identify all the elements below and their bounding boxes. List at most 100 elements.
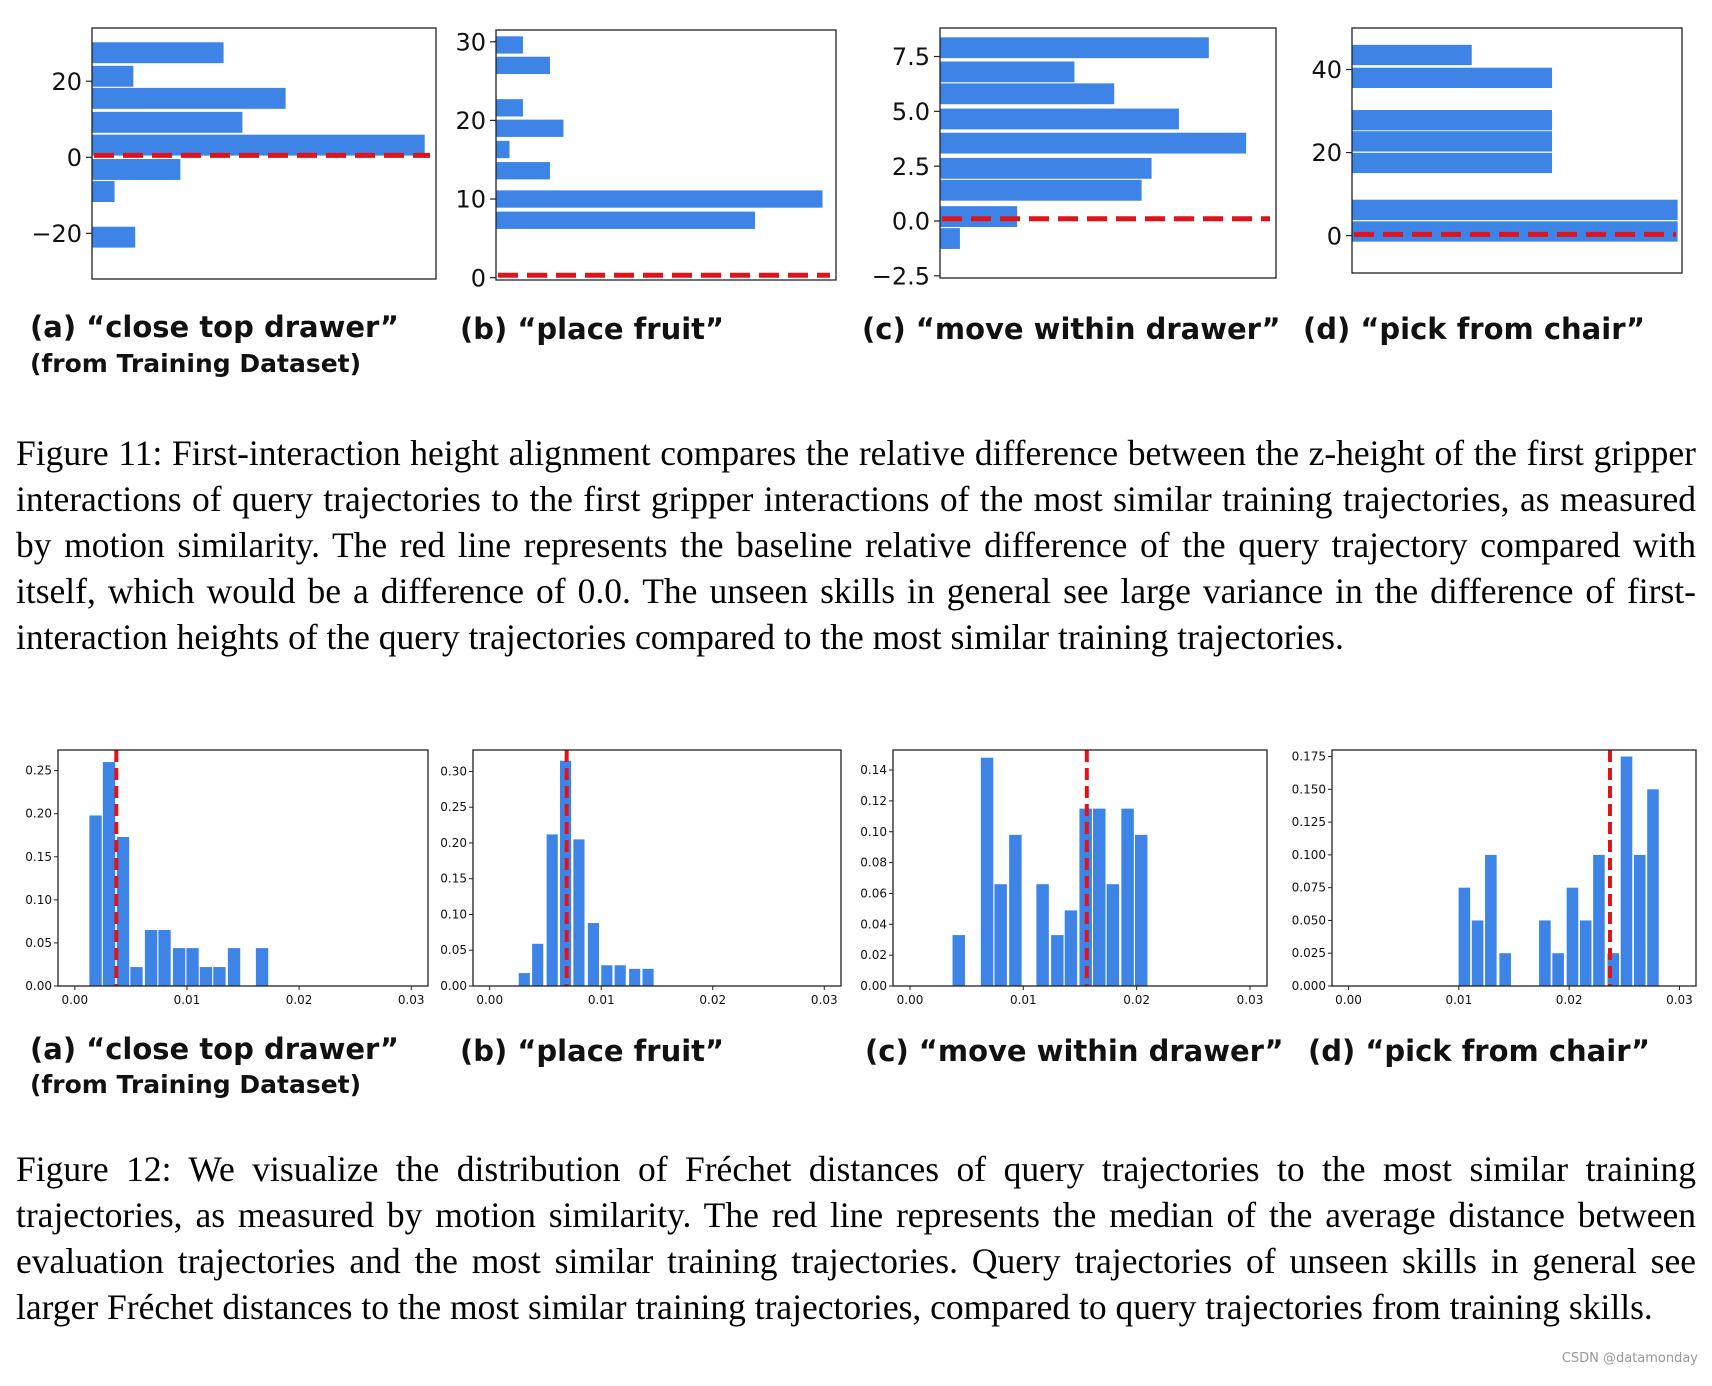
fig11-panel-a-label: (a) “close top drawer” [30, 310, 399, 344]
y-tick-label: 0.08 [860, 856, 887, 870]
y-tick-label: 0.05 [25, 936, 52, 950]
fig11-panel-c-label: (c) “move within drawer” [862, 312, 1281, 346]
plot-frame [1331, 749, 1697, 987]
bar-10 [1620, 756, 1633, 986]
x-tick-label: 0.00 [897, 993, 924, 1007]
x-tick-label: 0.01 [174, 993, 201, 1007]
y-tick-label: 0.04 [860, 917, 887, 931]
bar-3 [496, 119, 564, 137]
bar-1 [1352, 67, 1553, 89]
bar-6 [1352, 221, 1678, 242]
y-tick-label: 0.20 [25, 807, 52, 821]
bar-6 [496, 190, 823, 208]
y-tick-label: 0.20 [440, 836, 467, 850]
x-tick-label: 0.00 [476, 993, 503, 1007]
bar-3 [1352, 131, 1553, 152]
bar-3 [1499, 953, 1511, 986]
bar-9 [1607, 953, 1620, 986]
plot-frame [91, 27, 437, 280]
x-tick-label: 0.03 [398, 993, 425, 1007]
y-tick-label: 20 [1311, 139, 1342, 167]
fig12-panel-a-sublabel: (from Training Dataset) [30, 1070, 362, 1099]
y-tick-label: 20 [51, 68, 82, 96]
y-tick-label: 0.06 [860, 886, 887, 900]
y-tick-label: 0.14 [860, 763, 887, 777]
bar-2 [1485, 854, 1497, 986]
bar-4 [1036, 884, 1049, 986]
x-tick-label: 0.01 [588, 993, 615, 1007]
fig11-chart-c: −2.5 0.0 2.5 5.0 7.5 [872, 27, 1277, 290]
bar-3 [130, 967, 143, 986]
bar-5 [587, 923, 600, 986]
bar-9 [629, 968, 641, 986]
y-tick-label: 30 [455, 28, 486, 56]
x-tick-label: 0.03 [1666, 993, 1693, 1007]
bar-5 [1051, 935, 1064, 986]
bar-8 [642, 968, 654, 986]
fig12-panel-c-label: (c) “move within drawer” [865, 1034, 1284, 1068]
y-tick-label: 0.025 [1292, 946, 1326, 960]
x-tick-label: 0.03 [811, 993, 838, 1007]
bar-3 [559, 760, 572, 986]
bar-3 [92, 111, 243, 133]
bar-5 [92, 159, 181, 180]
x-tick-label: 0.01 [1010, 993, 1037, 1007]
y-tick-label: 0.10 [25, 893, 52, 907]
bar-4 [1539, 920, 1551, 986]
bar-8 [1093, 808, 1106, 986]
y-tick-label: 0.25 [440, 800, 467, 814]
x-tick-label: 0.01 [1445, 993, 1472, 1007]
bar-1 [532, 943, 544, 986]
y-tick-label: 0 [471, 264, 486, 292]
y-tick-label: 5.0 [892, 98, 930, 126]
bar-1 [92, 65, 134, 87]
fig12-chart-b: 0.00 0.05 0.10 0.15 0.20 0.25 0.30 0.00 0.01 0.02… [440, 749, 842, 1007]
bar-4 [144, 930, 158, 986]
y-tick-label: 0.30 [440, 764, 467, 778]
fig12-panel-b-label: (b) “place fruit” [460, 1034, 725, 1068]
y-tick-label: 40 [1311, 56, 1342, 84]
fig12-panel-a-label: (a) “close top drawer” [30, 1032, 399, 1066]
bar-11 [1134, 834, 1148, 986]
fig11-panel-a-sublabel: (from Training Dataset) [30, 349, 362, 378]
figure11-caption: Figure 11: First-interaction height alig… [16, 433, 1696, 657]
bar-5 [496, 162, 550, 180]
bar-0 [952, 935, 965, 986]
y-tick-label: 2.5 [892, 153, 930, 181]
bar-6 [92, 181, 115, 202]
y-tick-label: 0.25 [25, 764, 52, 778]
x-tick-label: 0.02 [1556, 993, 1583, 1007]
bar-4 [573, 839, 585, 986]
fig12-chart-c: 0.00 0.02 0.04 0.06 0.08 0.10 0.12 0.14 0.00 0.01… [860, 749, 1268, 1007]
y-tick-label: 0.0 [892, 208, 930, 236]
y-tick-label: −2.5 [872, 262, 930, 290]
bar-0 [92, 42, 224, 64]
bar-10 [227, 948, 241, 986]
bar-5 [1552, 953, 1564, 986]
plot-frame [892, 749, 1268, 987]
bar-7 [186, 948, 199, 986]
fig12-chart-a: 0.00 0.05 0.10 0.15 0.20 0.25 0.00 0.01 0.02 0.03 [25, 749, 429, 1007]
x-tick-label: 0.02 [286, 993, 313, 1007]
y-tick-label: 0.10 [860, 825, 887, 839]
y-tick-label: 0.12 [860, 794, 887, 808]
y-tick-label: 0.15 [440, 872, 467, 886]
x-tick-label: 0.03 [1237, 993, 1264, 1007]
bar-2 [496, 99, 523, 117]
bar-10 [1121, 808, 1134, 986]
y-tick-label: 0.05 [440, 943, 467, 957]
bar-1 [940, 61, 1075, 83]
plot-frame [939, 27, 1277, 279]
x-tick-label: 0.00 [61, 993, 88, 1007]
bar-5 [1352, 199, 1678, 221]
bar-5 [940, 157, 1152, 179]
fig11-chart-b: 0 10 20 30 [455, 28, 837, 292]
bar-7 [614, 965, 626, 986]
bar-1 [1471, 920, 1484, 986]
figure12-caption: Figure 12: We visualize the distribution… [16, 1149, 1696, 1327]
bar-7 [1579, 920, 1592, 986]
bar-1 [980, 757, 994, 986]
bar-8 [1593, 854, 1605, 986]
plot-frame [57, 749, 429, 987]
bar-0 [1458, 887, 1471, 986]
